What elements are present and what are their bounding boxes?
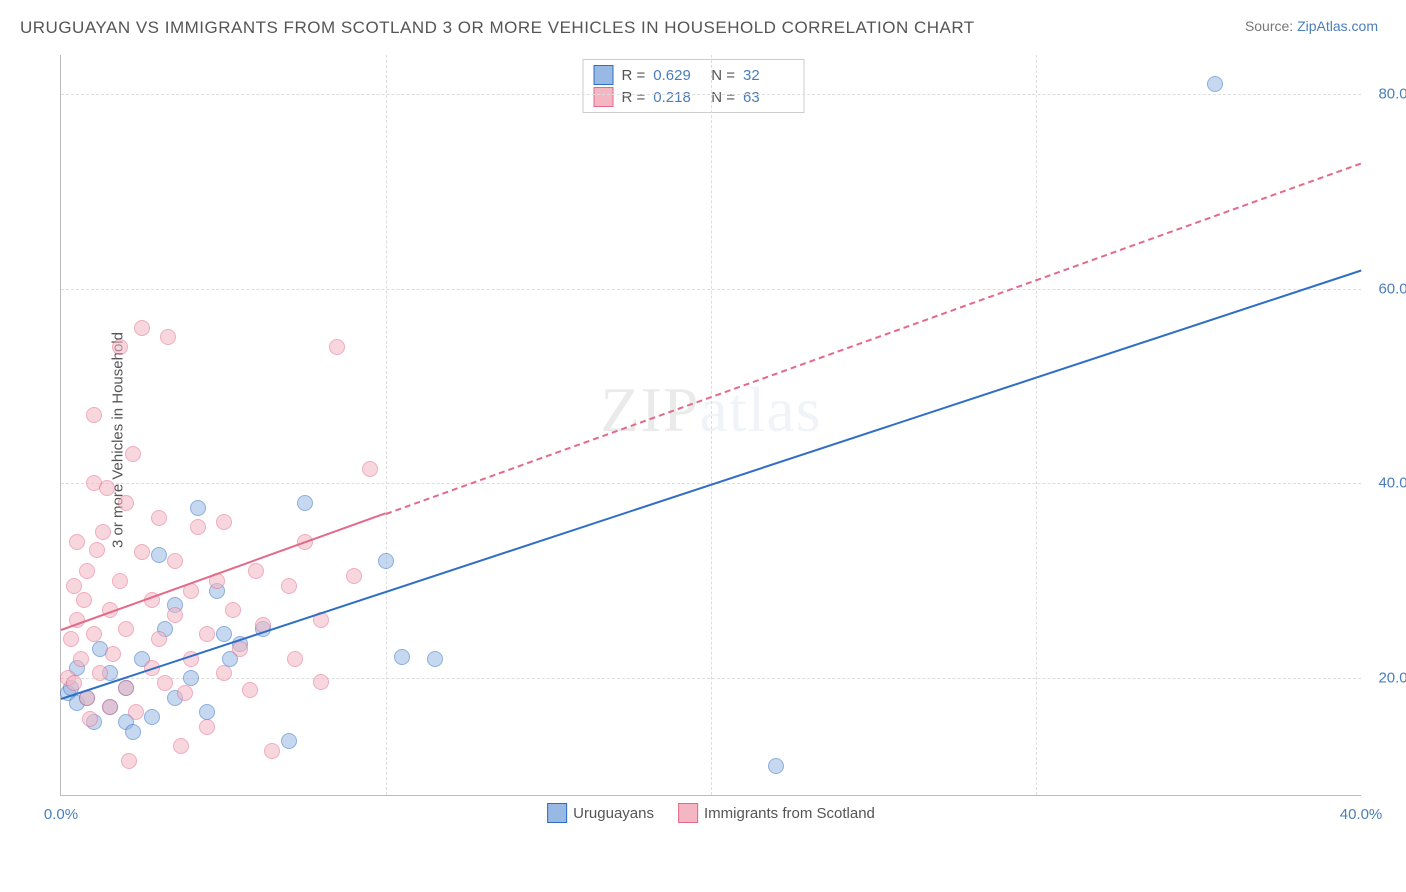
- gridline: [711, 55, 712, 795]
- data-point: [105, 646, 121, 662]
- data-point: [329, 339, 345, 355]
- data-point: [173, 738, 189, 754]
- data-point: [128, 704, 144, 720]
- legend-swatch: [594, 87, 614, 107]
- data-point: [216, 626, 232, 642]
- data-point: [76, 592, 92, 608]
- data-point: [73, 651, 89, 667]
- data-point: [248, 563, 264, 579]
- y-tick-label: 20.0%: [1378, 670, 1406, 687]
- stat-n-value: 63: [743, 89, 793, 106]
- data-point: [167, 607, 183, 623]
- data-point: [125, 724, 141, 740]
- data-point: [346, 568, 362, 584]
- data-point: [394, 649, 410, 665]
- gridline: [1036, 55, 1037, 795]
- data-point: [199, 626, 215, 642]
- data-point: [92, 665, 108, 681]
- legend-swatch: [547, 803, 567, 823]
- data-point: [125, 446, 141, 462]
- data-point: [63, 631, 79, 647]
- x-tick-label: 0.0%: [44, 806, 78, 823]
- data-point: [362, 461, 378, 477]
- data-point: [281, 578, 297, 594]
- data-point: [95, 524, 111, 540]
- data-point: [118, 680, 134, 696]
- data-point: [66, 675, 82, 691]
- y-tick-label: 80.0%: [1378, 85, 1406, 102]
- legend-swatch: [594, 65, 614, 85]
- data-point: [89, 542, 105, 558]
- data-point: [79, 563, 95, 579]
- stat-n-label: N =: [711, 89, 735, 106]
- legend-item: Immigrants from Scotland: [678, 803, 875, 823]
- stat-n-label: N =: [711, 67, 735, 84]
- data-point: [190, 519, 206, 535]
- chart-container: 3 or more Vehicles in Household ZIPatlas…: [20, 55, 1386, 825]
- data-point: [287, 651, 303, 667]
- stat-r-label: R =: [622, 67, 646, 84]
- data-point: [118, 621, 134, 637]
- data-point: [768, 758, 784, 774]
- gridline: [386, 55, 387, 795]
- data-point: [112, 573, 128, 589]
- data-point: [242, 682, 258, 698]
- data-point: [313, 674, 329, 690]
- data-point: [118, 495, 134, 511]
- data-point: [157, 675, 173, 691]
- data-point: [134, 544, 150, 560]
- data-point: [86, 626, 102, 642]
- data-point: [99, 480, 115, 496]
- data-point: [151, 631, 167, 647]
- data-point: [66, 578, 82, 594]
- data-point: [121, 753, 137, 769]
- data-point: [160, 329, 176, 345]
- stat-r-value: 0.218: [653, 89, 703, 106]
- chart-title: URUGUAYAN VS IMMIGRANTS FROM SCOTLAND 3 …: [20, 18, 975, 38]
- y-tick-label: 40.0%: [1378, 475, 1406, 492]
- stat-n-value: 32: [743, 67, 793, 84]
- data-point: [264, 743, 280, 759]
- data-point: [1207, 76, 1223, 92]
- data-point: [216, 665, 232, 681]
- data-point: [225, 602, 241, 618]
- data-point: [167, 553, 183, 569]
- legend-item: Uruguayans: [547, 803, 654, 823]
- data-point: [199, 704, 215, 720]
- x-tick-label: 40.0%: [1340, 806, 1383, 823]
- stat-row: R = 0.218 N = 63: [594, 86, 794, 108]
- data-point: [86, 407, 102, 423]
- data-point: [69, 534, 85, 550]
- source-link[interactable]: ZipAtlas.com: [1297, 18, 1378, 34]
- data-point: [151, 510, 167, 526]
- plot-area: ZIPatlas R =0.629N =32R =0.218N =63 Urug…: [60, 55, 1361, 796]
- trend-line: [386, 162, 1362, 514]
- data-point: [177, 685, 193, 701]
- legend: Uruguayans Immigrants from Scotland: [547, 803, 875, 823]
- data-point: [297, 495, 313, 511]
- data-point: [378, 553, 394, 569]
- data-point: [134, 320, 150, 336]
- data-point: [281, 733, 297, 749]
- y-tick-label: 60.0%: [1378, 280, 1406, 297]
- stat-r-value: 0.629: [653, 67, 703, 84]
- data-point: [232, 641, 248, 657]
- data-point: [102, 699, 118, 715]
- stat-row: R = 0.629 N = 32: [594, 64, 794, 86]
- data-point: [144, 709, 160, 725]
- data-point: [183, 670, 199, 686]
- data-point: [199, 719, 215, 735]
- data-point: [112, 339, 128, 355]
- source-attribution: Source: ZipAtlas.com: [1245, 18, 1378, 34]
- data-point: [151, 547, 167, 563]
- legend-label: Uruguayans: [573, 805, 654, 822]
- data-point: [427, 651, 443, 667]
- correlation-stats-box: R = 0.629 N = 32 R = 0.218 N = 63: [583, 59, 805, 113]
- stat-r-label: R =: [622, 89, 646, 106]
- data-point: [190, 500, 206, 516]
- legend-swatch: [678, 803, 698, 823]
- data-point: [216, 514, 232, 530]
- legend-label: Immigrants from Scotland: [704, 805, 875, 822]
- data-point: [82, 711, 98, 727]
